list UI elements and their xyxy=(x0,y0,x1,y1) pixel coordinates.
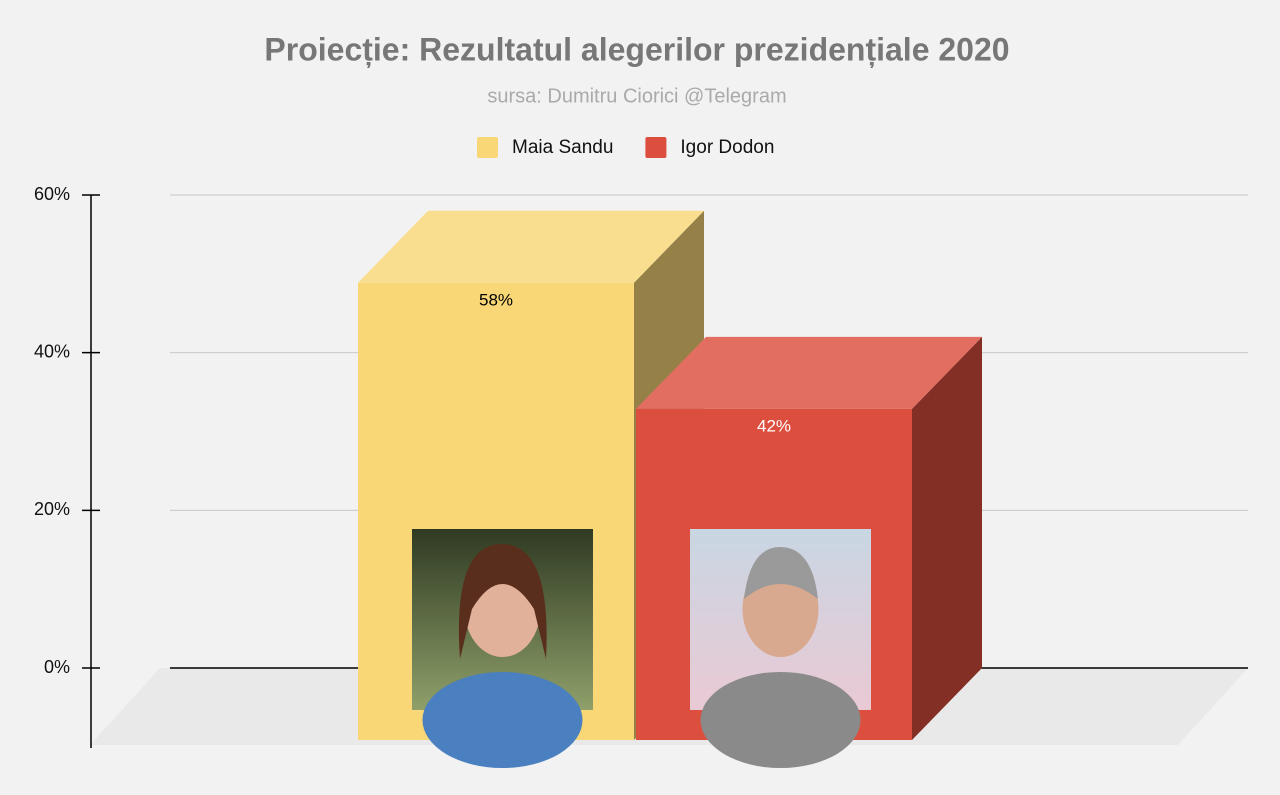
legend: Maia Sandu Igor Dodon xyxy=(477,137,774,158)
bars: 58% 42% xyxy=(358,210,982,768)
portrait-hair xyxy=(744,547,818,599)
portrait-body xyxy=(700,672,861,768)
legend-label: Maia Sandu xyxy=(512,137,613,158)
value-label: 42% xyxy=(757,416,791,435)
legend-swatch xyxy=(645,137,667,158)
portrait-hair xyxy=(458,544,547,659)
bar-top xyxy=(358,210,704,283)
legend-swatch xyxy=(477,137,498,158)
chart-title: Proiecție: Rezultatul alegerilor prezide… xyxy=(264,31,1009,67)
y-tick-label: 60% xyxy=(34,184,70,204)
bar-top xyxy=(636,336,982,409)
y-tick-label: 0% xyxy=(44,657,70,677)
bar-side xyxy=(912,336,982,740)
y-tick-label: 40% xyxy=(34,341,70,361)
legend-label: Igor Dodon xyxy=(680,137,774,158)
y-tick-label: 20% xyxy=(34,499,70,519)
chart-subtitle: sursa: Dumitru Ciorici @Telegram xyxy=(487,85,786,107)
value-label: 58% xyxy=(479,290,513,309)
portrait-body xyxy=(422,672,583,768)
